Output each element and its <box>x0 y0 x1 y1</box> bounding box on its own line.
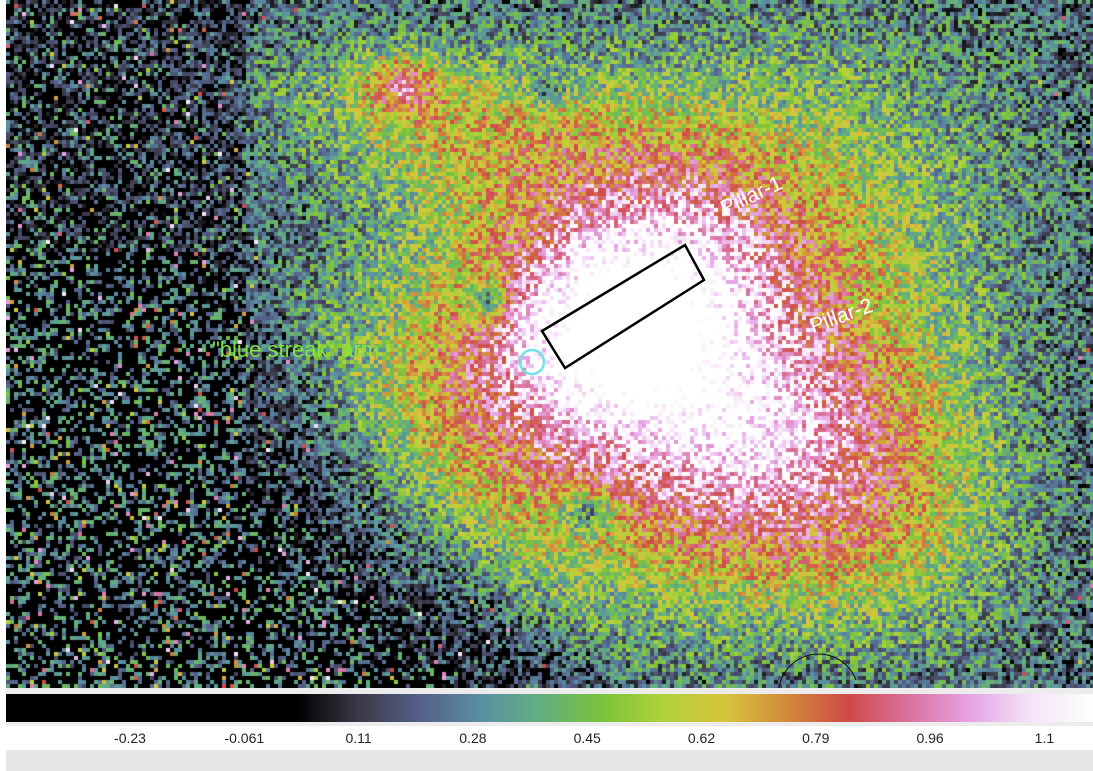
colorbar-tick-label: 1.1 <box>1034 730 1055 746</box>
colorbar-tick-label: -0.061 <box>224 730 265 746</box>
colorbar-tick-label: -0.23 <box>114 730 146 746</box>
colorbar-strip[interactable] <box>6 694 1093 722</box>
circle-region[interactable] <box>518 348 546 376</box>
corner-circle-region <box>778 653 857 688</box>
slit-box-region[interactable] <box>540 243 706 370</box>
colorbar-tick-label: 0.11 <box>345 730 372 746</box>
status-bar <box>6 750 1093 771</box>
blue-streak-arm-label: "blue streak" arm <box>212 337 380 362</box>
colorbar-tick-label: 0.62 <box>687 730 716 746</box>
colorbar-panel: -0.23 -0.061 0.11 0.28 0.45 0.62 0.79 0.96 1.1 <box>6 688 1093 771</box>
region-overlay <box>518 243 857 688</box>
colorbar-tick-label: 0.28 <box>459 730 487 746</box>
colorbar-tick-label: 0.79 <box>802 730 830 746</box>
image-viewer[interactable]: Pillar-1 Pillar-2 "blue streak" arm <box>6 0 1093 688</box>
colorbar-tick-row: -0.23 -0.061 0.11 0.28 0.45 0.62 0.79 0.96 1.1 <box>6 726 1093 750</box>
colorbar-tick-label: 0.45 <box>573 730 601 746</box>
colorbar-tick-label: 0.96 <box>916 730 944 746</box>
